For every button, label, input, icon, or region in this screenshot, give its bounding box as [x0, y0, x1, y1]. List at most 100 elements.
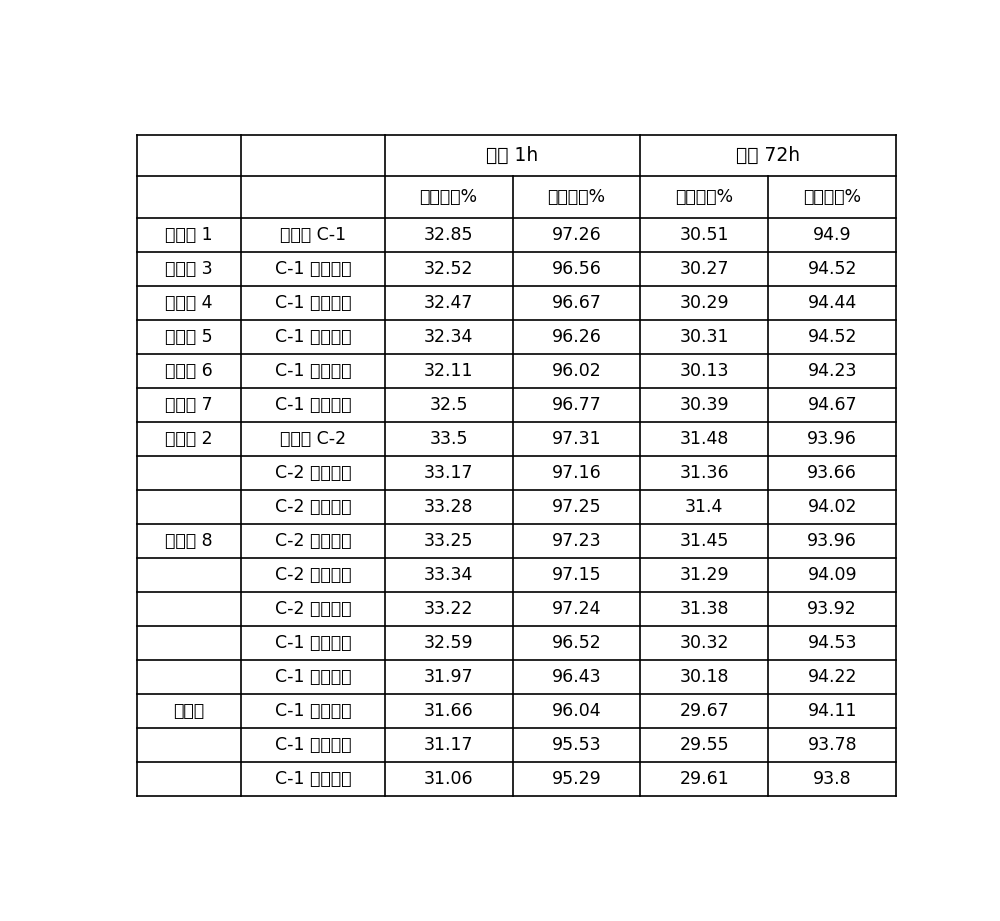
Text: 96.77: 96.77: [552, 396, 601, 414]
Text: 94.53: 94.53: [807, 634, 857, 652]
Text: 30.27: 30.27: [680, 260, 729, 277]
Text: 93.8: 93.8: [813, 770, 852, 788]
Text: C-2 再生五次: C-2 再生五次: [275, 600, 351, 618]
Text: 31.45: 31.45: [680, 532, 729, 550]
Text: 实施例 7: 实施例 7: [165, 396, 213, 414]
Text: 32.52: 32.52: [424, 260, 473, 277]
Text: 96.26: 96.26: [552, 328, 601, 345]
Text: 93.78: 93.78: [807, 736, 857, 754]
Text: 反应 72h: 反应 72h: [736, 146, 800, 166]
Text: C-1 再生一次: C-1 再生一次: [275, 634, 351, 652]
Text: 新鲜剂 C-2: 新鲜剂 C-2: [280, 430, 346, 448]
Text: C-1 再生二次: C-1 再生二次: [275, 294, 351, 311]
Text: 33.17: 33.17: [424, 464, 473, 482]
Text: 96.43: 96.43: [552, 668, 601, 686]
Text: 97.23: 97.23: [552, 532, 601, 550]
Text: 97.15: 97.15: [552, 566, 601, 584]
Text: 31.66: 31.66: [424, 702, 473, 720]
Text: 96.56: 96.56: [552, 260, 601, 277]
Text: C-1 再生一次: C-1 再生一次: [275, 260, 351, 277]
Text: 97.25: 97.25: [552, 498, 601, 516]
Text: 32.85: 32.85: [424, 226, 473, 244]
Text: 93.66: 93.66: [807, 464, 857, 482]
Text: 94.02: 94.02: [807, 498, 857, 516]
Text: 94.9: 94.9: [813, 226, 852, 244]
Text: 实施例 2: 实施例 2: [165, 430, 213, 448]
Text: 30.18: 30.18: [680, 668, 729, 686]
Text: 93.96: 93.96: [807, 430, 857, 448]
Text: C-1 再生五次: C-1 再生五次: [275, 770, 351, 788]
Text: 实施例 1: 实施例 1: [165, 226, 213, 244]
Text: 93.92: 93.92: [807, 600, 857, 618]
Text: 94.67: 94.67: [807, 396, 857, 414]
Text: 33.28: 33.28: [424, 498, 473, 516]
Text: 31.48: 31.48: [680, 430, 729, 448]
Text: 实施例 4: 实施例 4: [165, 294, 213, 311]
Text: 33.5: 33.5: [429, 430, 468, 448]
Text: 31.17: 31.17: [424, 736, 473, 754]
Text: 94.23: 94.23: [807, 362, 857, 379]
Text: 实施例 5: 实施例 5: [165, 328, 213, 345]
Text: C-2 再生四次: C-2 再生四次: [275, 566, 351, 584]
Text: C-2 再生二次: C-2 再生二次: [275, 498, 351, 516]
Text: 31.29: 31.29: [680, 566, 729, 584]
Text: 95.53: 95.53: [552, 736, 601, 754]
Text: 32.59: 32.59: [424, 634, 473, 652]
Text: 33.34: 33.34: [424, 566, 473, 584]
Text: 94.09: 94.09: [807, 566, 857, 584]
Text: 30.13: 30.13: [680, 362, 729, 379]
Text: 实施例 6: 实施例 6: [165, 362, 213, 379]
Text: 97.24: 97.24: [552, 600, 601, 618]
Text: 94.52: 94.52: [807, 328, 857, 345]
Text: 31.97: 31.97: [424, 668, 473, 686]
Text: 97.31: 97.31: [552, 430, 601, 448]
Text: 31.06: 31.06: [424, 770, 473, 788]
Text: 选择性，%: 选择性，%: [803, 188, 861, 206]
Text: 30.31: 30.31: [680, 328, 729, 345]
Text: 94.44: 94.44: [808, 294, 857, 311]
Text: 32.47: 32.47: [424, 294, 473, 311]
Text: 比较例: 比较例: [173, 702, 205, 720]
Text: 94.52: 94.52: [807, 260, 857, 277]
Text: 转化率，%: 转化率，%: [420, 188, 478, 206]
Text: 32.34: 32.34: [424, 328, 473, 345]
Text: 95.29: 95.29: [552, 770, 601, 788]
Text: 97.26: 97.26: [552, 226, 601, 244]
Text: C-2 再生一次: C-2 再生一次: [275, 464, 351, 482]
Text: 30.32: 30.32: [680, 634, 729, 652]
Text: 32.11: 32.11: [424, 362, 473, 379]
Text: 33.25: 33.25: [424, 532, 473, 550]
Text: 反应 1h: 反应 1h: [486, 146, 539, 166]
Text: 选择性，%: 选择性，%: [547, 188, 606, 206]
Text: 29.61: 29.61: [679, 770, 729, 788]
Text: 96.02: 96.02: [552, 362, 601, 379]
Text: 96.52: 96.52: [552, 634, 601, 652]
Text: 新鲜剂 C-1: 新鲜剂 C-1: [280, 226, 346, 244]
Text: C-2 再生三次: C-2 再生三次: [275, 532, 351, 550]
Text: 33.22: 33.22: [424, 600, 473, 618]
Text: 29.55: 29.55: [680, 736, 729, 754]
Text: 32.5: 32.5: [429, 396, 468, 414]
Text: 97.16: 97.16: [552, 464, 601, 482]
Text: 30.29: 30.29: [680, 294, 729, 311]
Text: 93.96: 93.96: [807, 532, 857, 550]
Text: 31.38: 31.38: [680, 600, 729, 618]
Text: C-1 再生三次: C-1 再生三次: [275, 328, 351, 345]
Text: C-1 再生四次: C-1 再生四次: [275, 362, 351, 379]
Text: C-1 再生五次: C-1 再生五次: [275, 396, 351, 414]
Text: 96.04: 96.04: [552, 702, 601, 720]
Text: 31.4: 31.4: [685, 498, 724, 516]
Text: C-1 再生二次: C-1 再生二次: [275, 668, 351, 686]
Text: 转化率，%: 转化率，%: [675, 188, 733, 206]
Text: C-1 再生三次: C-1 再生三次: [275, 702, 351, 720]
Text: 31.36: 31.36: [680, 464, 729, 482]
Text: 实施例 3: 实施例 3: [165, 260, 213, 277]
Text: C-1 再生四次: C-1 再生四次: [275, 736, 351, 754]
Text: 94.11: 94.11: [807, 702, 857, 720]
Text: 94.22: 94.22: [807, 668, 857, 686]
Text: 29.67: 29.67: [679, 702, 729, 720]
Text: 96.67: 96.67: [552, 294, 601, 311]
Text: 30.51: 30.51: [680, 226, 729, 244]
Text: 30.39: 30.39: [680, 396, 729, 414]
Text: 实施例 8: 实施例 8: [165, 532, 213, 550]
